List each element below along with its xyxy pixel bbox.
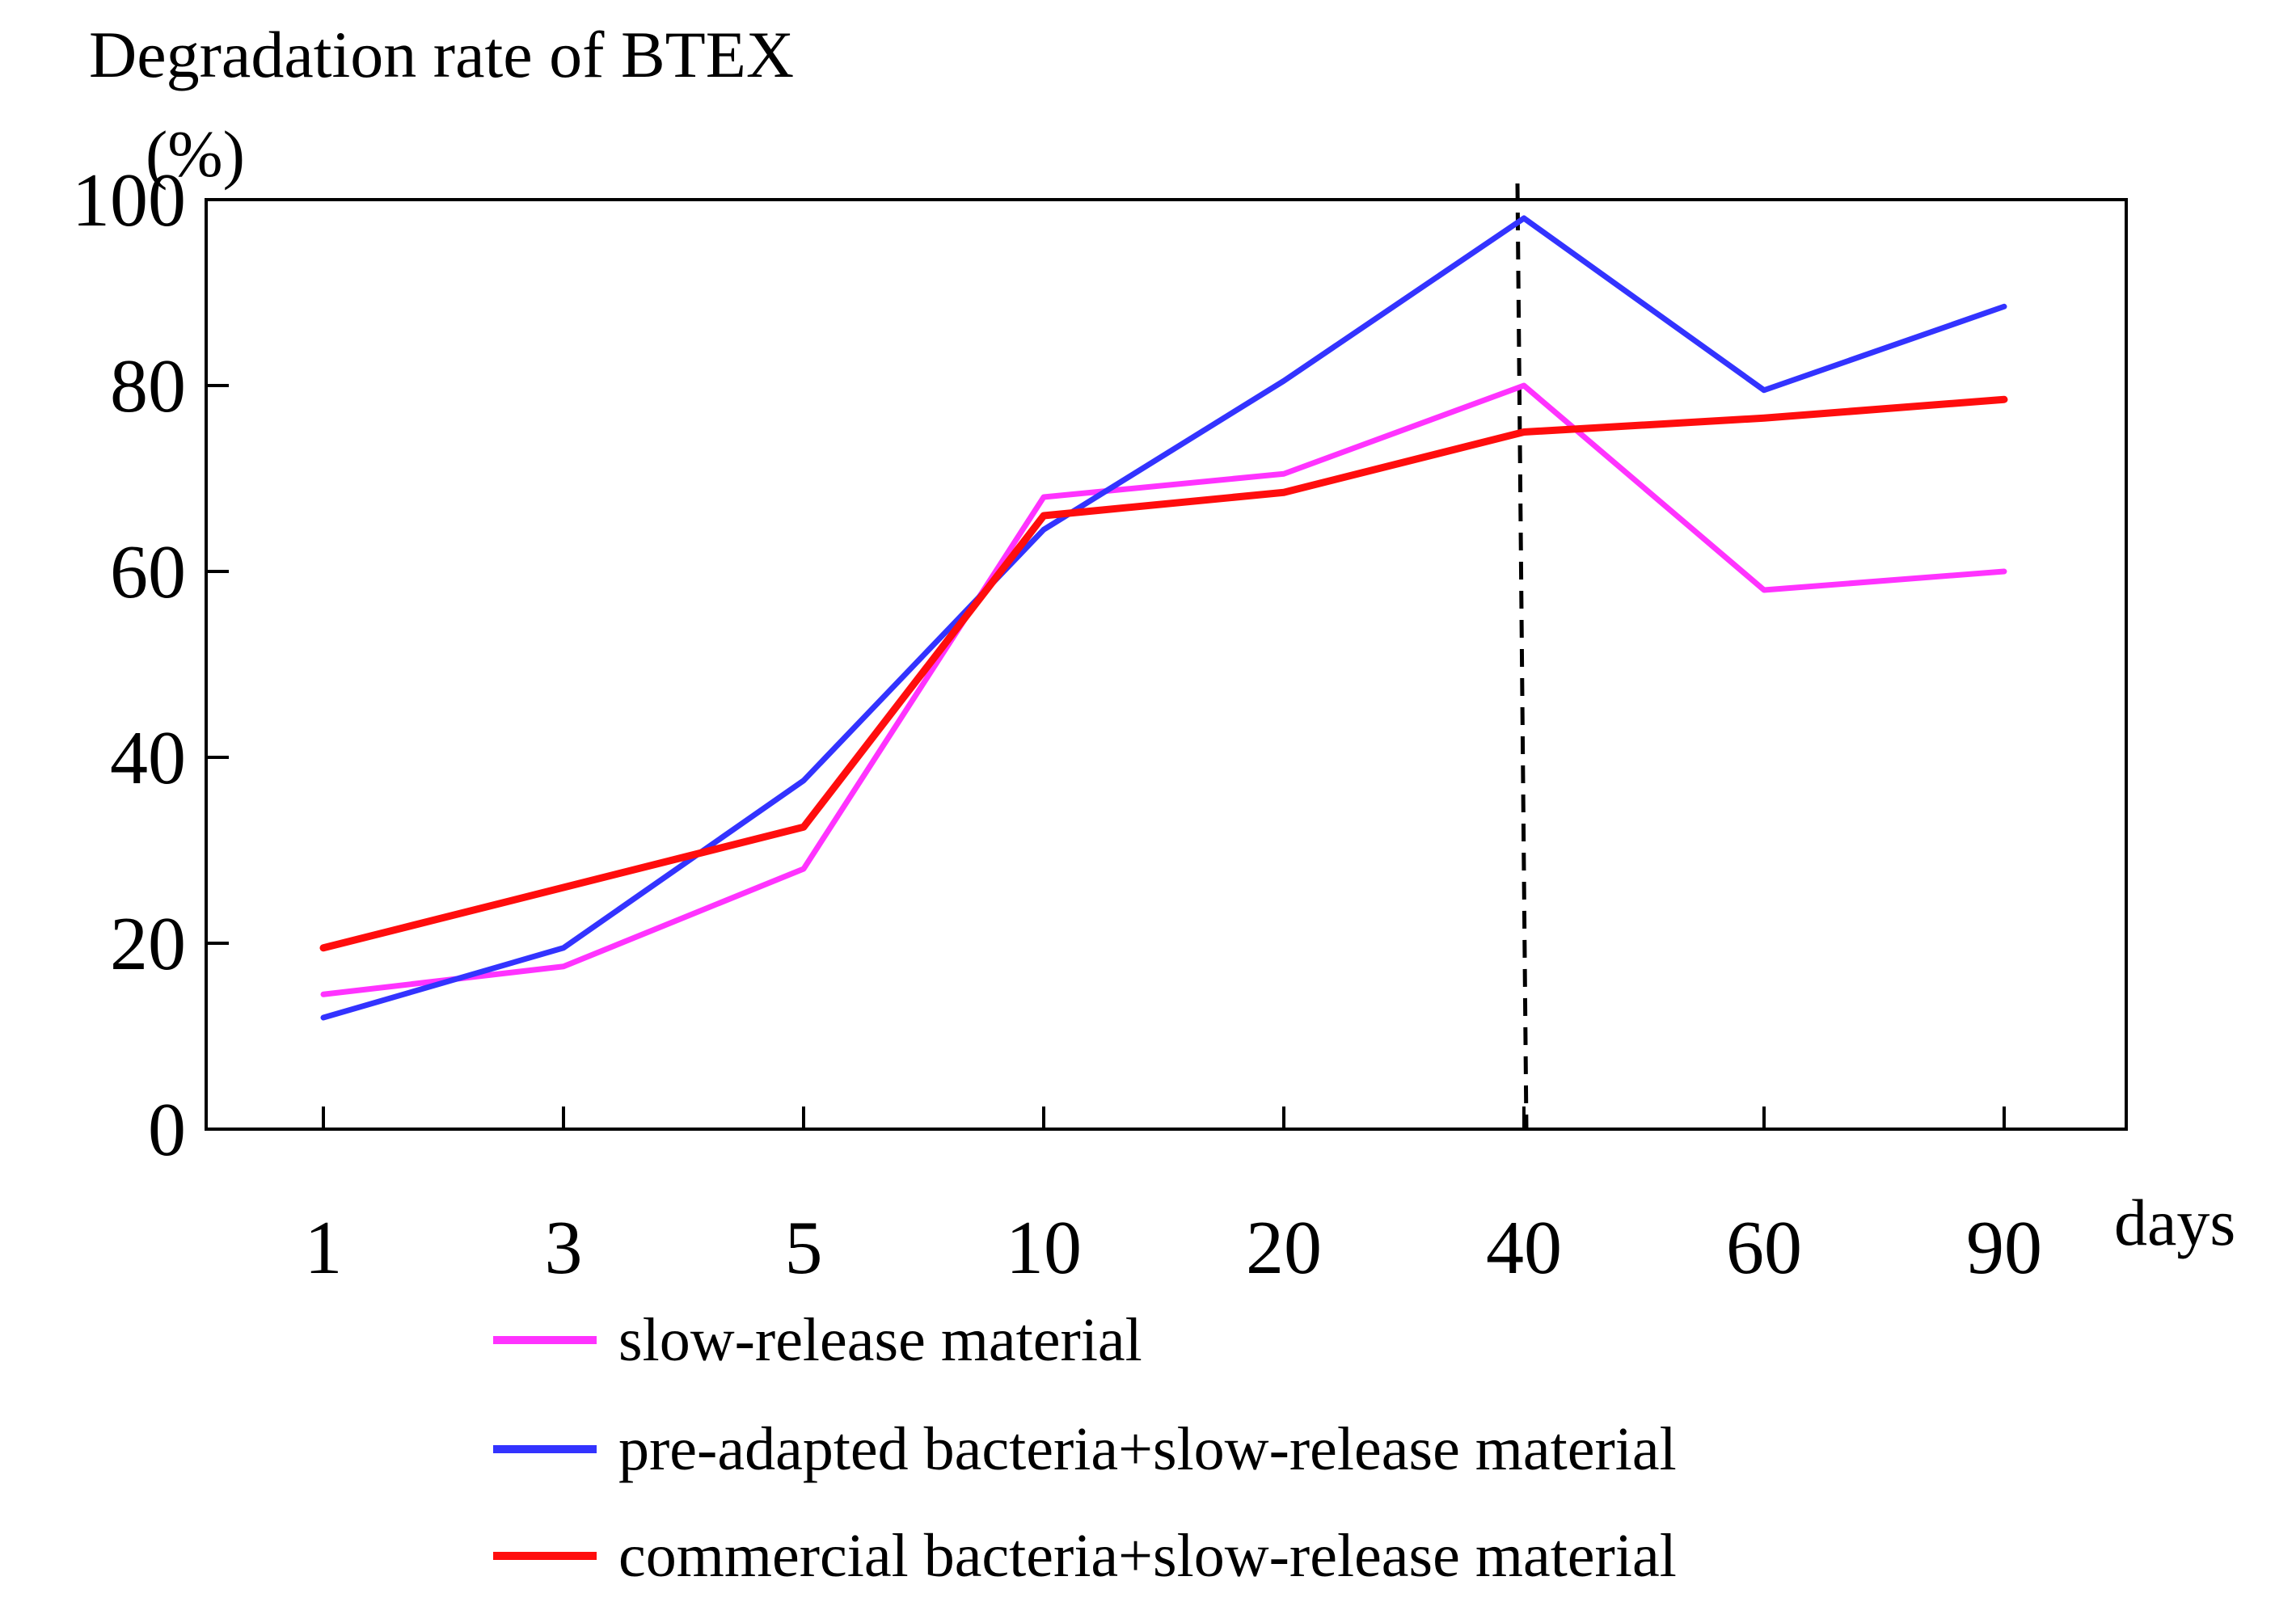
series-line-3 (319, 395, 2008, 952)
reference-line (1515, 183, 1529, 1130)
y-tick-label-60: 60 (110, 530, 186, 614)
x-tick-label-90: 90 (1966, 1206, 2042, 1290)
x-tick-label-10: 10 (1006, 1206, 1082, 1290)
legend-label-2: pre-adapted bacteria+slow-release materi… (618, 1415, 1677, 1483)
legend-label-1: slow-release material (618, 1306, 1142, 1374)
y-tick-label-20: 20 (110, 902, 186, 986)
series-line-2 (320, 215, 2007, 1021)
x-tick-label-3: 3 (545, 1206, 583, 1290)
legend: slow-release material pre-adapted bacteri… (493, 1306, 1677, 1590)
series-group (319, 215, 2008, 1021)
x-tick-label-5: 5 (785, 1206, 823, 1290)
axes: 1 3 5 10 20 40 60 90 0 20 40 60 80 100 (72, 158, 2042, 1290)
x-tick-label-40: 40 (1486, 1206, 1562, 1290)
x-tick-label-60: 60 (1726, 1206, 1802, 1290)
series-line-1 (320, 382, 2007, 997)
y-tick-label-40: 40 (110, 716, 186, 800)
y-tick-label-0: 0 (148, 1088, 186, 1172)
x-tick-label-1: 1 (305, 1206, 343, 1290)
y-axis-unit: (%) (146, 117, 245, 191)
legend-label-3: commercial bacteria+slow-release materia… (618, 1522, 1677, 1590)
y-tick-label-100: 100 (72, 158, 186, 242)
x-axis-title: days (2114, 1186, 2235, 1259)
plot-area-frame (205, 198, 2128, 1131)
y-tick-label-80: 80 (110, 344, 186, 428)
x-tick-label-20: 20 (1246, 1206, 1322, 1290)
y-axis-title: Degradation rate of BTEX (89, 18, 794, 91)
